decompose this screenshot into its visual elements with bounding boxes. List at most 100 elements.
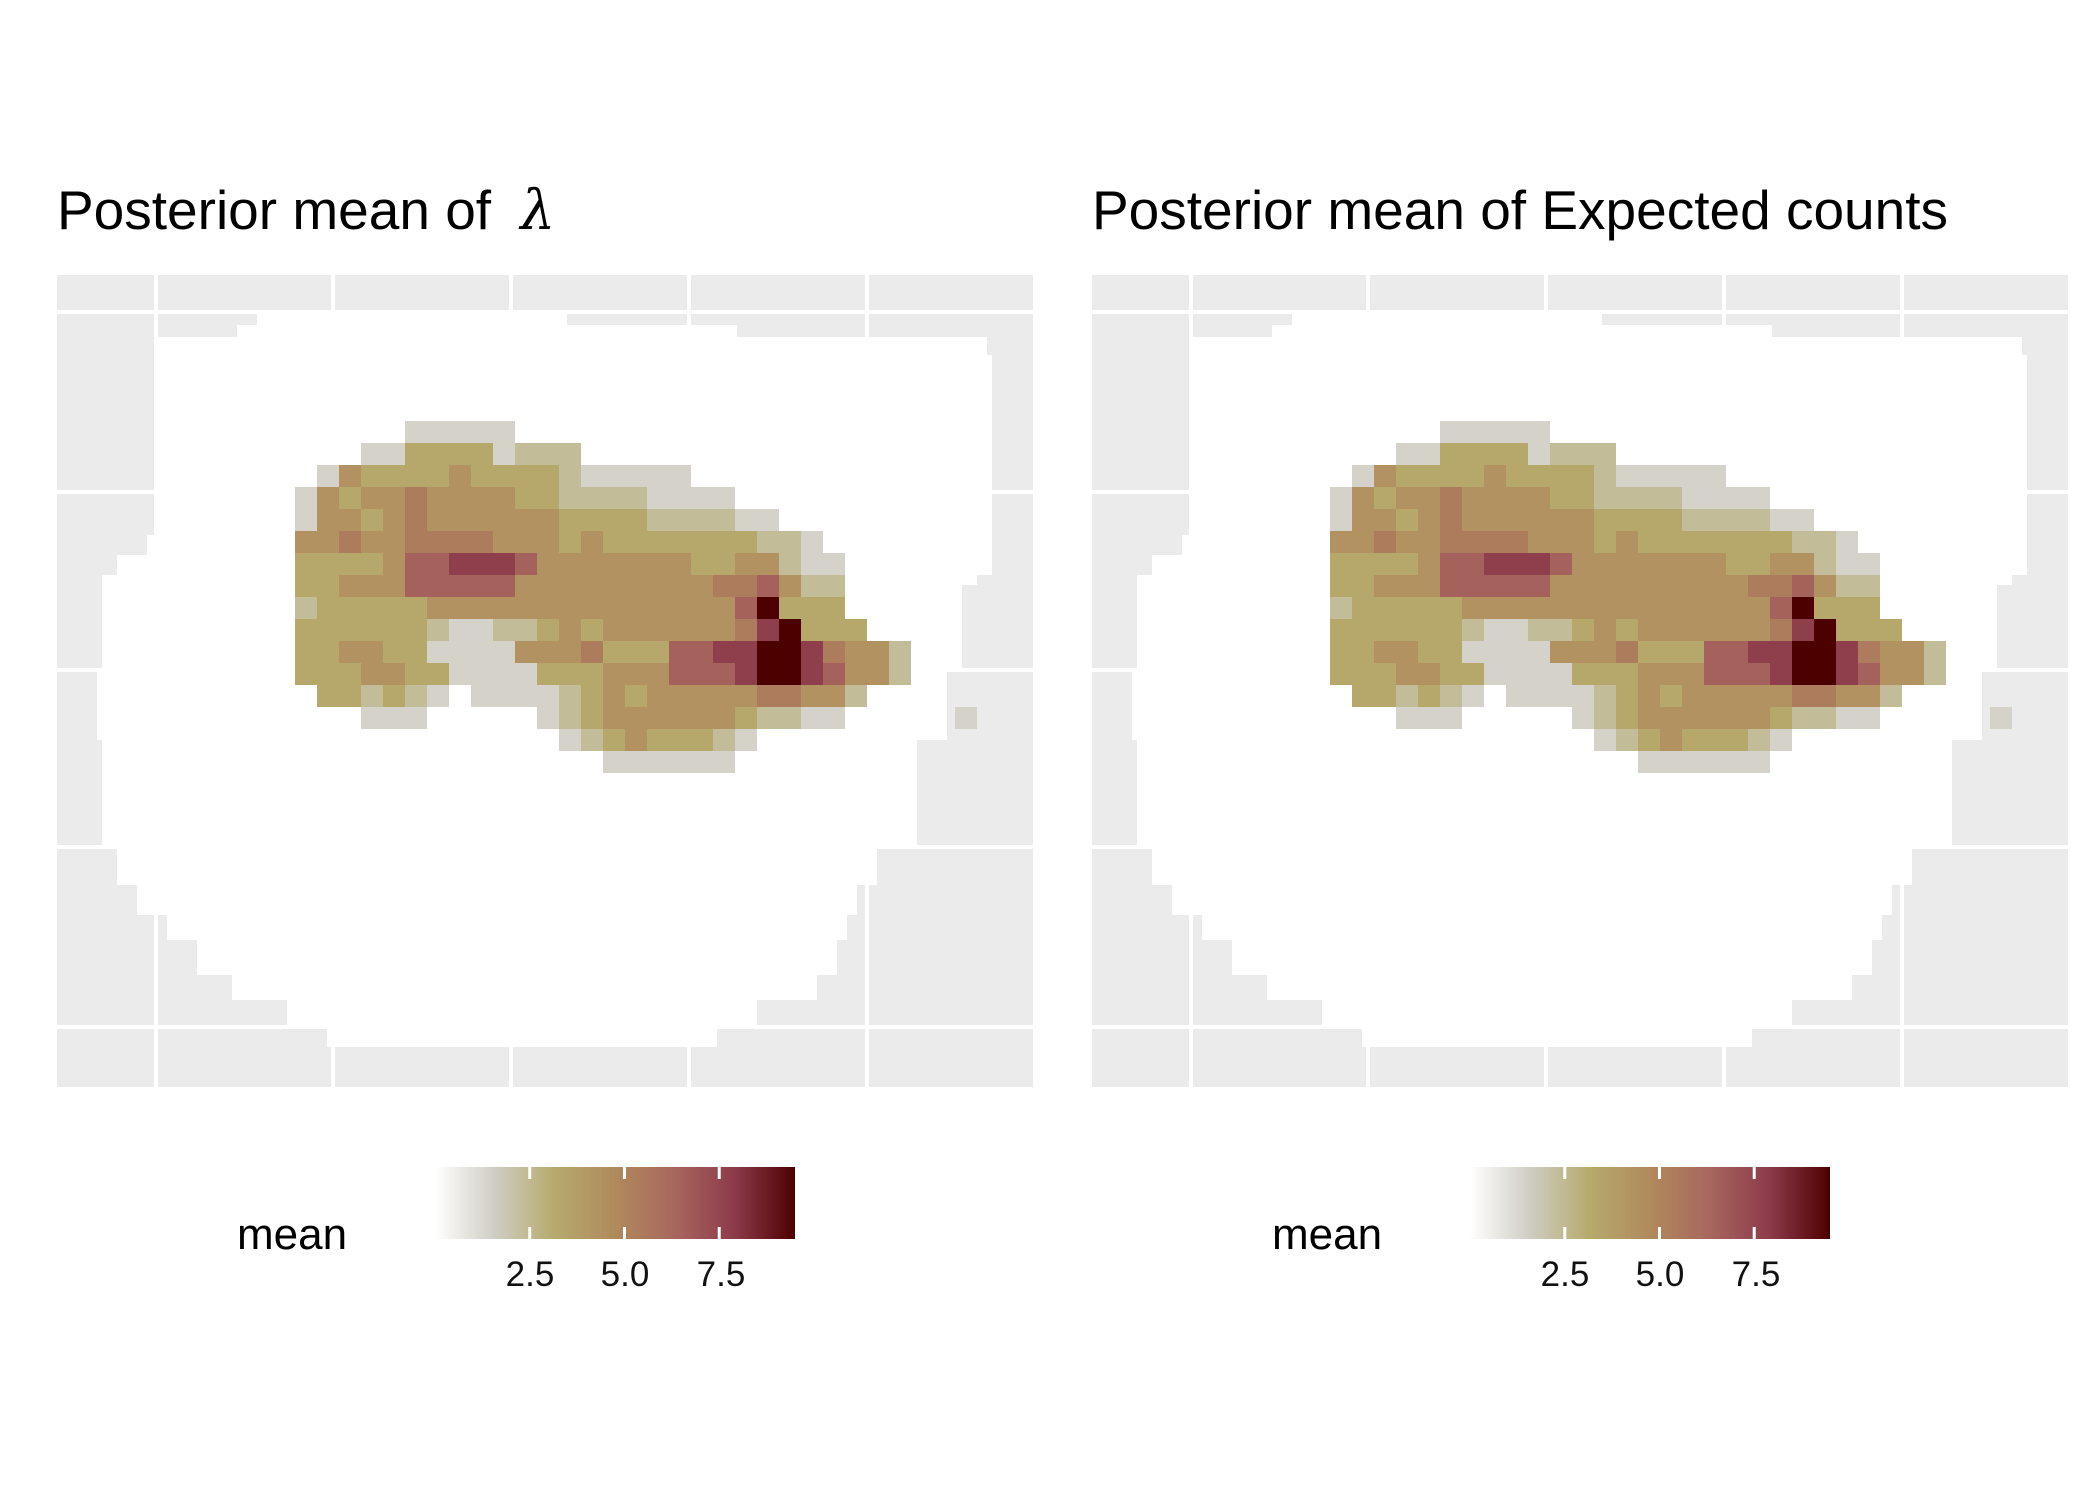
left-cell [801, 531, 823, 553]
right-cell [1396, 465, 1418, 487]
left-cell [845, 619, 867, 641]
left-cell [317, 553, 339, 575]
right-cell [1594, 443, 1616, 465]
right-cell [1594, 509, 1616, 531]
left-cell [735, 685, 757, 707]
right-cell [1528, 685, 1550, 707]
left-cell [515, 685, 537, 707]
left-cell [669, 729, 691, 751]
left-cell [427, 685, 449, 707]
right-cell [1550, 619, 1572, 641]
right-cell [1682, 707, 1704, 729]
right-cell [1638, 663, 1660, 685]
left-cell [449, 531, 471, 553]
left-cell [427, 487, 449, 509]
left-cell [845, 663, 867, 685]
left-cell [383, 443, 405, 465]
right-cell [1550, 553, 1572, 575]
left-cell [383, 531, 405, 553]
left-cell [801, 597, 823, 619]
left-cell [515, 597, 537, 619]
right-cell [1462, 641, 1484, 663]
left-cell [449, 487, 471, 509]
left-cell [713, 707, 735, 729]
right-cell [1440, 553, 1462, 575]
right-cell [1374, 641, 1396, 663]
right-cell [1748, 553, 1770, 575]
left-cell [669, 465, 691, 487]
right-cell [1374, 597, 1396, 619]
right-cell [1660, 751, 1682, 773]
right-cell [1660, 685, 1682, 707]
right-cell [1616, 729, 1638, 751]
left-cell [295, 575, 317, 597]
left-cell [361, 685, 383, 707]
right-cell [1330, 575, 1352, 597]
left-cell [471, 487, 493, 509]
right-cell [1682, 729, 1704, 751]
left-cell [691, 663, 713, 685]
left-cell [625, 575, 647, 597]
right-cell [1704, 597, 1726, 619]
left-cell [427, 443, 449, 465]
left-cell [515, 509, 537, 531]
right-cell [1440, 421, 1462, 443]
left-cell [581, 509, 603, 531]
right-cell [1506, 597, 1528, 619]
left-cell [581, 575, 603, 597]
right-cell [1660, 553, 1682, 575]
left-cell [537, 685, 559, 707]
right-cell [1506, 487, 1528, 509]
right-cell [1550, 509, 1572, 531]
right-cell [1440, 707, 1462, 729]
left-cell [823, 707, 845, 729]
right-cell [1704, 619, 1726, 641]
right-cell [1638, 597, 1660, 619]
left-cell [647, 663, 669, 685]
right-cell [1330, 553, 1352, 575]
left-cell [779, 685, 801, 707]
left-cell [361, 465, 383, 487]
right-cell [1594, 641, 1616, 663]
left-cell [625, 619, 647, 641]
right-cell [1660, 641, 1682, 663]
right-cell [1572, 487, 1594, 509]
left-cell [691, 597, 713, 619]
left-cell [427, 531, 449, 553]
left-cell [625, 663, 647, 685]
left-cell [581, 619, 603, 641]
left-cell [779, 575, 801, 597]
left-cell [559, 685, 581, 707]
left-cell [713, 729, 735, 751]
right-cell [1484, 553, 1506, 575]
right-cell [1704, 575, 1726, 597]
left-cell [537, 487, 559, 509]
left-cell [515, 465, 537, 487]
left-cell [559, 465, 581, 487]
left-cell [361, 619, 383, 641]
left-cell [625, 531, 647, 553]
left-cell [691, 619, 713, 641]
left-cell [713, 685, 735, 707]
left-cell [647, 751, 669, 773]
left-legend-gradient [435, 1167, 795, 1239]
left-cell [779, 663, 801, 685]
right-cell [1484, 575, 1506, 597]
right-cell [1792, 707, 1814, 729]
left-cell [647, 707, 669, 729]
right-cell [1396, 509, 1418, 531]
left-cell [713, 751, 735, 773]
right-cell [1396, 443, 1418, 465]
left-cell [559, 509, 581, 531]
right-cell [1616, 619, 1638, 641]
right-cell [1506, 553, 1528, 575]
right-cell [1792, 619, 1814, 641]
right-cell [1836, 597, 1858, 619]
left-cell [669, 553, 691, 575]
right-cell [1726, 663, 1748, 685]
left-cell [691, 751, 713, 773]
left-cell [317, 641, 339, 663]
left-cell [823, 553, 845, 575]
right-cell [1352, 465, 1374, 487]
left-cell [823, 663, 845, 685]
